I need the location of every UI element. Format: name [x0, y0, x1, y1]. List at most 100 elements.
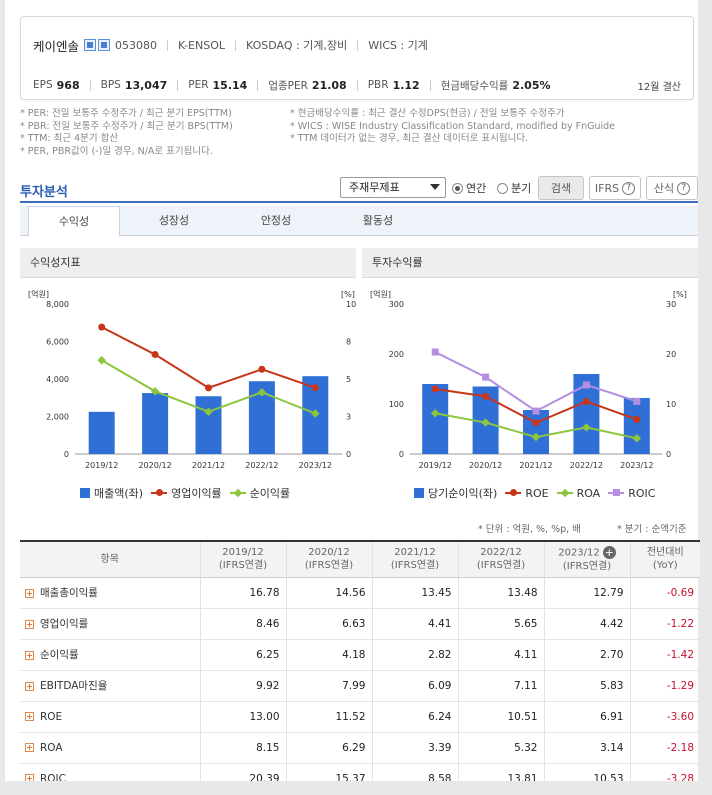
row-label[interactable]: + ROE [20, 701, 200, 733]
search-button[interactable]: 검색 [538, 176, 584, 200]
legend-label: 순이익률 [249, 487, 291, 500]
yoy-cell: -2.18 [629, 732, 700, 764]
legend-item[interactable]: ROIC [608, 487, 655, 500]
expand-icon[interactable]: + [25, 588, 34, 598]
company-name[interactable]: 케이엔솔 [33, 38, 80, 54]
tab-activity[interactable]: 활동성 [362, 214, 394, 227]
ifrs-help-button[interactable]: IFRS? [589, 176, 641, 200]
metric-per: PER 15.14 [188, 78, 248, 92]
series-point [311, 384, 319, 392]
row-label[interactable]: + 매출총이익률 [20, 577, 200, 609]
divider [356, 79, 358, 91]
profitability-chart: [억원] [%] 8,000 10 6,000 8 4,000 5 2,000 3 0 0 2019/1… [28, 289, 356, 470]
table-cell: 6.25 [199, 639, 286, 671]
section-title: 투자분석 [20, 185, 68, 200]
metric-eps: EPS 968 [33, 78, 80, 92]
table-cell: 13.48 [457, 577, 544, 609]
legend-item[interactable]: 순이익률 [229, 485, 291, 501]
legend-item[interactable]: ROA [556, 487, 600, 500]
divider [177, 79, 179, 91]
axis-unit-right: [%] [673, 290, 687, 299]
expand-icon[interactable]: + [25, 681, 34, 691]
header-yoy: 전년대비 (YoY) [629, 540, 700, 578]
formula-help-button[interactable]: 산식? [646, 176, 698, 200]
series-point [582, 423, 591, 432]
divider [357, 39, 359, 51]
page-gutter-bottom [0, 781, 712, 795]
legend-swatch [151, 489, 168, 496]
row-label[interactable]: + ROA [20, 732, 200, 764]
note-line: * WICS : WISE Industry Classification St… [290, 120, 616, 132]
yoy-cell: -0.69 [629, 577, 700, 609]
series-point [258, 365, 266, 373]
row-label[interactable]: + 순이익률 [20, 639, 200, 671]
series-point [151, 351, 159, 359]
note-line: * PBR: 전일 보통주 수정주가 / 최근 분기 BPS(TTM) [20, 120, 233, 132]
expand-icon[interactable]: + [25, 619, 34, 629]
legend-item[interactable]: 매출액(좌) [80, 485, 143, 501]
table-cell: 4.42 [543, 608, 630, 640]
row-label[interactable]: + 영업이익률 [20, 608, 200, 640]
bar [523, 410, 549, 454]
table-cell: 4.41 [371, 608, 458, 640]
y-tick-left: 4,000 [46, 375, 69, 384]
metric-dividend-yield: 현금배당수익률 2.05% [440, 78, 551, 92]
table-cell: 13.00 [199, 701, 286, 733]
expand-icon[interactable]: + [25, 650, 34, 660]
add-column-icon[interactable]: + [602, 546, 616, 559]
tab-growth[interactable]: 성장성 [158, 214, 190, 227]
table-cell: 6.09 [371, 670, 458, 702]
y-tick-left: 2,000 [46, 413, 69, 422]
statement-type-select[interactable]: 주재무제표 [340, 177, 446, 198]
series-point [532, 419, 540, 427]
legend-item[interactable]: ROE [505, 486, 549, 500]
yoy-cell: -3.60 [629, 701, 700, 733]
legend-item[interactable]: 영업이익률 [151, 485, 222, 501]
table-cell: 13.45 [371, 577, 458, 609]
tab-profitability[interactable]: 수익성 [28, 206, 120, 237]
legend-swatch [414, 488, 424, 498]
y-tick-left: 8,000 [46, 300, 69, 309]
expand-icon[interactable]: + [25, 743, 34, 752]
divider [167, 39, 169, 51]
panel-title-investment-return: 투자수익률 [362, 248, 698, 278]
legend-label: ROE [525, 486, 549, 500]
table-row: + EBITDA마진율 9.92 7.99 6.09 7.11 5.83 -1.29 [20, 670, 700, 702]
tab-stability[interactable]: 안정성 [260, 214, 292, 227]
legend-item[interactable]: 당기순이익(좌) [414, 485, 497, 501]
page-gutter-right [698, 0, 712, 795]
table-cell: 16.78 [199, 577, 286, 609]
radio-annual[interactable]: 연간 [452, 176, 486, 200]
page-gutter-left [0, 0, 5, 795]
metric-pbr: PBR 1.12 [367, 78, 420, 92]
yoy-cell: -1.42 [629, 639, 700, 671]
series-point [97, 356, 106, 365]
x-tick-label: 2022/12 [570, 461, 603, 470]
investment-return-legend: 당기순이익(좌) ROE ROA ROIC [414, 485, 663, 501]
table-cell: 14.56 [285, 577, 372, 609]
company-header: 케이엔솔 053080 K-ENSOL KOSDAQ : 기계,장비 WICS … [33, 37, 428, 54]
x-tick-label: 2020/12 [138, 461, 171, 470]
table-cell: 12.79 [543, 577, 630, 609]
y-tick-right: 10 [666, 400, 676, 409]
company-info-icon[interactable] [98, 39, 111, 51]
y-tick-right: 10 [346, 300, 356, 309]
wics-classification: WICS : 기계 [368, 39, 428, 52]
table-cell: 6.24 [371, 701, 458, 733]
divider [235, 39, 236, 51]
row-label[interactable]: + EBITDA마진율 [20, 670, 200, 702]
header-item: 항목 [20, 540, 200, 578]
expand-icon[interactable]: + [25, 712, 34, 721]
radio-annual-indicator[interactable] [452, 182, 463, 194]
search-button-label: 검색 [550, 182, 572, 195]
table-row: + 영업이익률 8.46 6.63 4.41 5.65 4.42 -1.22 [20, 608, 700, 640]
radio-quarter-indicator[interactable] [497, 182, 508, 194]
note-line: * TTM 데이터가 없는 경우, 최근 결산 데이터로 표시됩니다. [290, 133, 529, 144]
analysis-tabs: 수익성 성장성 안정성 활동성 [20, 206, 698, 237]
homepage-icon[interactable] [84, 39, 97, 51]
ifrs-label: IFRS [594, 181, 620, 195]
legend-label: ROIC [628, 486, 656, 500]
note-line: * 현금배당수익률 : 최근 결산 수정DPS(현금) / 전일 보통주 수정주… [290, 108, 565, 119]
radio-quarter[interactable]: 분기 [497, 176, 531, 200]
